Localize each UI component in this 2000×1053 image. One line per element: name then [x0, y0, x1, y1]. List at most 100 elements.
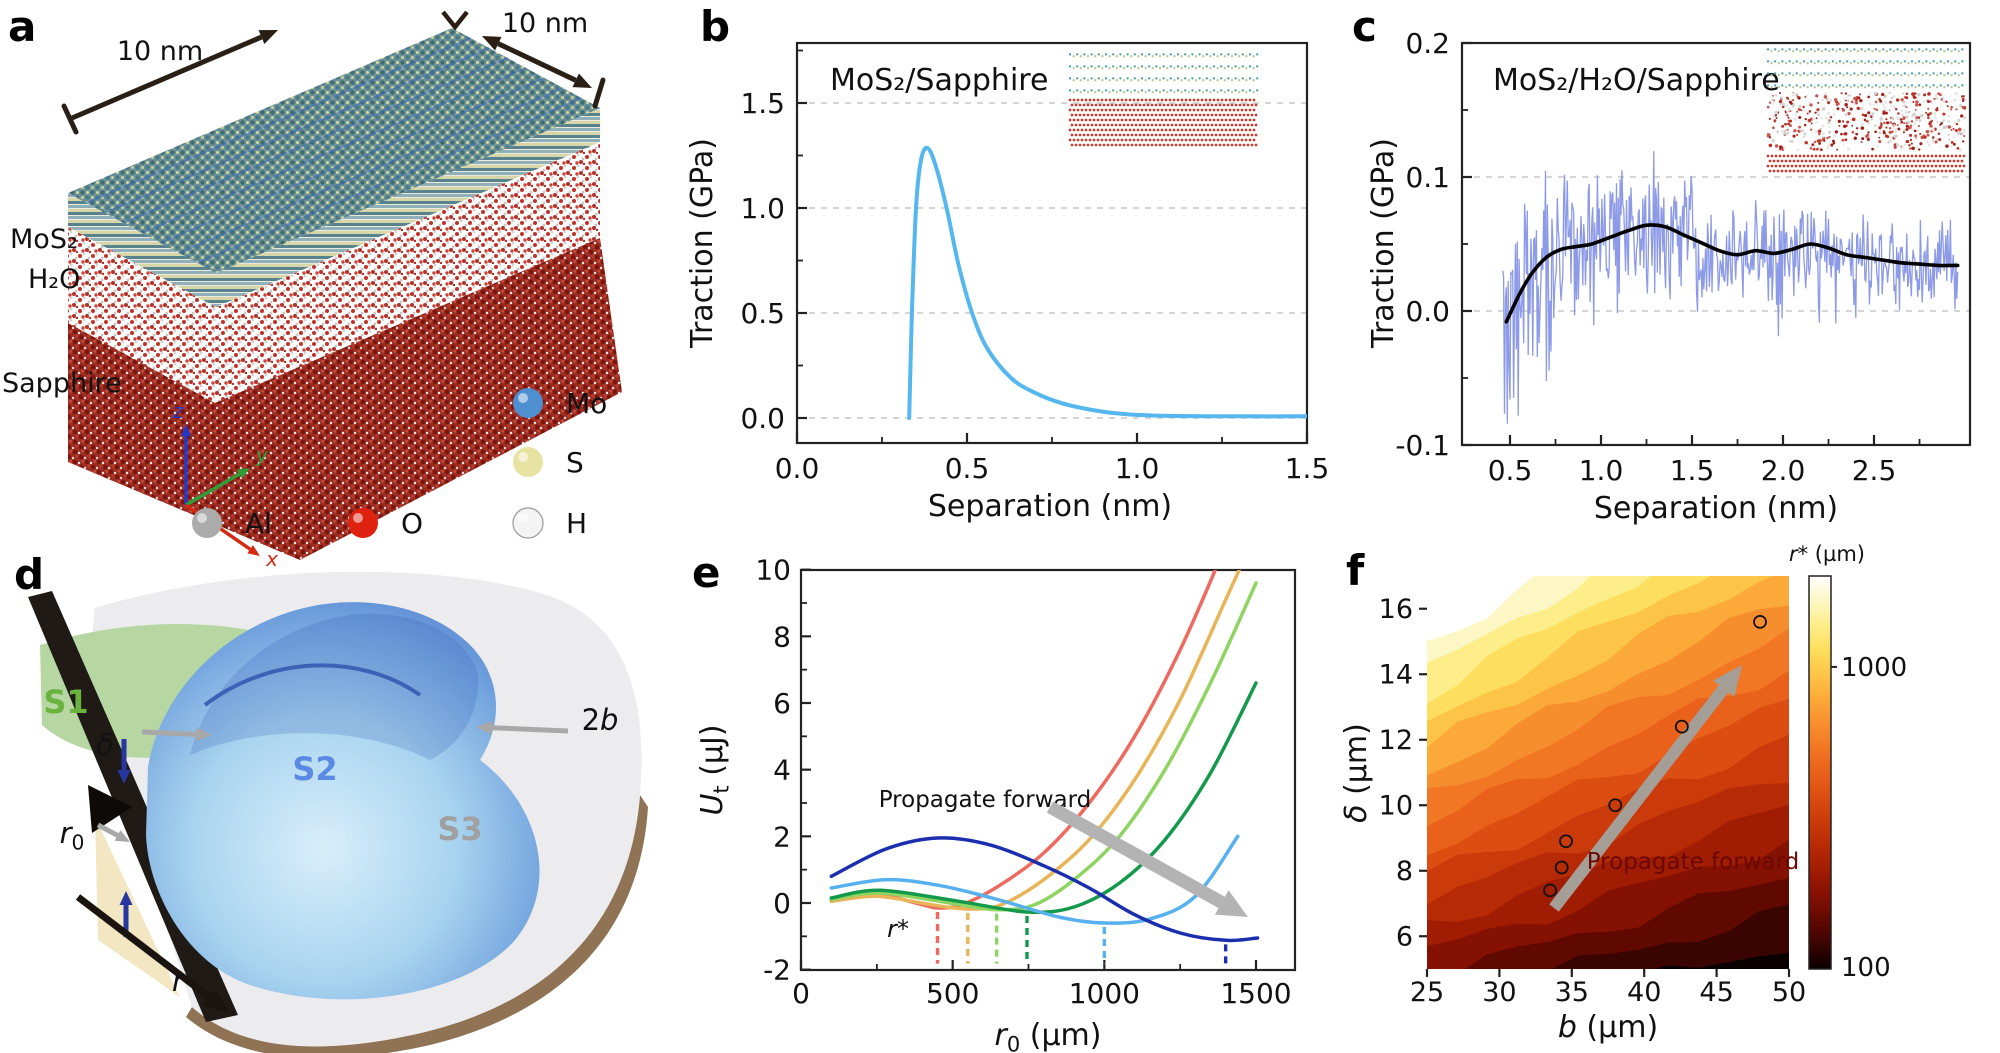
inset-sapphire-atom — [1198, 133, 1202, 137]
inset-sapphire-atom — [1820, 159, 1824, 163]
inset-sapphire-atom — [1878, 164, 1882, 168]
inset-water-atom — [1900, 120, 1904, 124]
inset-sapphire-atom — [1234, 123, 1238, 127]
inset-sapphire-atom — [1144, 98, 1148, 102]
inset-sapphire-atom — [1114, 123, 1118, 127]
inset-mos2-atom — [1846, 84, 1849, 87]
inset-water-atom — [1897, 112, 1900, 115]
inset-mos2-atom — [1766, 72, 1770, 75]
inset-sapphire-atom — [1108, 118, 1112, 122]
inset-water-atom — [1867, 121, 1871, 125]
inset-sapphire-atom — [1142, 103, 1146, 107]
inset-mos2-atom — [1907, 86, 1910, 89]
colorbar-label-1000: 1000 — [1841, 653, 1907, 683]
inset-sapphire-atom — [1116, 98, 1120, 102]
inset-water-atom — [1909, 133, 1913, 137]
propagate-arrow-head — [1712, 665, 1742, 697]
inset-mos2-atom — [1252, 67, 1255, 70]
energy-curve-curve-6 — [829, 836, 1260, 943]
inset-sapphire-atom — [1176, 98, 1180, 102]
inset-sapphire-atom — [1208, 108, 1212, 112]
inset-sapphire-atom — [1152, 108, 1156, 112]
inset-mos2-atom — [1241, 89, 1244, 92]
inset-sapphire-atom — [1784, 159, 1788, 163]
inset-sapphire-atom — [1252, 98, 1256, 102]
x-axis-title: Separation (nm) — [928, 489, 1172, 524]
inset-mos2-atom — [1885, 74, 1888, 77]
inset-sapphire-atom — [1890, 164, 1894, 168]
inset-mos2-atom — [1173, 55, 1176, 58]
inset-sapphire-atom — [1118, 113, 1122, 117]
x-tick-label: 1.0 — [1115, 452, 1160, 485]
inset-sapphire-atom — [1946, 154, 1950, 158]
inset-mos2-atom — [1184, 77, 1187, 80]
inset-sapphire-atom — [1254, 103, 1258, 107]
inset-sapphire-atom — [1856, 159, 1860, 163]
inset-mos2-atom — [1885, 50, 1888, 53]
inset-water-atom — [1879, 131, 1882, 134]
inset-water-atom — [1917, 125, 1920, 127]
inset-mos2-atom — [1799, 50, 1802, 53]
inset-sapphire-atom — [1244, 138, 1248, 142]
inset-sapphire-atom — [1132, 108, 1136, 112]
axis-y-head — [237, 468, 250, 479]
inset-sapphire-atom — [1126, 133, 1130, 137]
inset-water-atom — [1846, 106, 1849, 109]
inset-sapphire-atom — [1870, 164, 1874, 168]
inset-sapphire-atom — [1138, 143, 1142, 147]
inset-sapphire-atom — [1924, 159, 1928, 163]
inset-mos2-atom — [1155, 89, 1158, 92]
inset-sapphire-atom — [1206, 133, 1210, 137]
inset-sapphire-atom — [1178, 143, 1182, 147]
inset-sapphire-atom — [1210, 143, 1214, 147]
inset-water-atom — [1948, 138, 1951, 141]
inset-sapphire-atom — [1196, 138, 1200, 142]
x-axis-title: b (µm) — [1558, 1010, 1658, 1045]
legend-atom-highlight — [197, 513, 207, 523]
inset-sapphire-atom — [1126, 113, 1130, 117]
inset-sapphire-atom — [1158, 103, 1162, 107]
legend-atom-highlight — [518, 513, 528, 523]
inset-sapphire-atom — [1134, 123, 1138, 127]
inset-water-atom — [1816, 139, 1820, 143]
inset-mos2-atom — [1817, 84, 1820, 87]
inset-water-atom — [1844, 92, 1848, 95]
inset-water-atom — [1800, 109, 1803, 112]
inset-mos2-atom — [1774, 72, 1777, 75]
inset-sapphire-atom — [1894, 164, 1898, 168]
inset-sapphire-atom — [1142, 113, 1146, 117]
inset-sapphire-atom — [1814, 154, 1818, 158]
inset-water-atom — [1950, 105, 1953, 109]
inset-sapphire-atom — [1826, 154, 1830, 158]
inset-sapphire-atom — [1206, 113, 1210, 117]
inset-mos2-atom — [1173, 67, 1176, 70]
inset-sapphire-atom — [1830, 164, 1834, 168]
inset-sapphire-atom — [1168, 138, 1172, 142]
inset-water-atom — [1786, 104, 1789, 107]
inset-mos2-atom — [1083, 65, 1086, 68]
y-tick-label: 0.0 — [740, 402, 785, 435]
inset-water-atom — [1779, 103, 1782, 106]
inset-sapphire-atom — [1080, 98, 1084, 102]
inset-sapphire-atom — [1252, 108, 1256, 112]
inset-sapphire-atom — [1932, 159, 1936, 163]
inset-sapphire-atom — [1160, 118, 1164, 122]
r-axis-arrow-head — [202, 988, 230, 1013]
inset-water-atom — [1797, 107, 1801, 112]
colorbar — [1808, 575, 1832, 970]
inset-sapphire-atom — [1118, 143, 1122, 147]
inset-sapphire-atom — [1792, 159, 1796, 163]
inset-water-atom — [1902, 131, 1905, 134]
inset-mos2-atom — [1245, 79, 1248, 82]
inset-sapphire-atom — [1148, 128, 1152, 132]
inset-mos2-atom — [1230, 55, 1234, 58]
inset-sapphire-atom — [1838, 164, 1842, 168]
inset-mos2-atom — [1187, 79, 1190, 82]
inset-sapphire-atom — [1190, 103, 1194, 107]
inset-sapphire-atom — [1904, 159, 1908, 163]
mo-row-streak — [86, 36, 471, 205]
inset-mos2-atom — [1914, 74, 1917, 77]
inset-sapphire-atom — [1938, 164, 1942, 168]
inset-water-atom — [1803, 132, 1807, 136]
